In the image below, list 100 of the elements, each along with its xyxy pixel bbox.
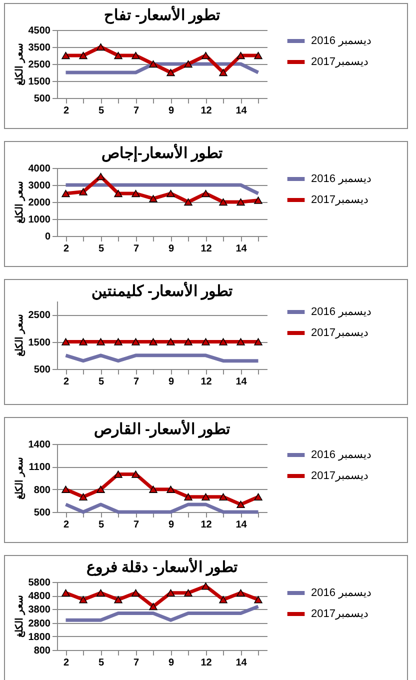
y-tick-label: 1400	[28, 440, 51, 450]
point	[79, 52, 88, 60]
point	[96, 589, 105, 596]
point	[79, 493, 88, 500]
point	[114, 470, 122, 478]
x-tick-label: 14	[236, 244, 248, 254]
legend-label: ديسمبر 2016	[311, 306, 372, 318]
y-tick-label: 2800	[28, 618, 51, 630]
y-tick-label: 3800	[28, 604, 51, 616]
point	[236, 500, 245, 508]
legend-label: ديسمبر 2016	[311, 449, 372, 461]
point	[202, 582, 210, 590]
x-tick-label: 2	[63, 658, 70, 668]
x-tick-label: 5	[98, 376, 104, 388]
point	[132, 190, 140, 198]
x-tick-label: 5	[98, 244, 104, 254]
x-tick-label: 9	[168, 244, 174, 254]
point	[202, 190, 210, 198]
x-tick-label: 2	[63, 244, 70, 254]
x-tick-label: 12	[200, 658, 212, 668]
point	[184, 589, 192, 596]
x-tick-label: 7	[133, 520, 140, 530]
point	[96, 43, 105, 51]
y-tick-label: 500	[34, 94, 51, 104]
x-tick-label: 12	[200, 520, 212, 530]
x-tick-label: 9	[168, 520, 174, 530]
y-tick-label: 500	[34, 364, 51, 376]
y-axis-title: سعر الكلغ	[14, 182, 26, 224]
point	[166, 190, 175, 198]
x-tick-label: 5	[98, 520, 104, 530]
y-tick-label: 1500	[28, 337, 51, 348]
y-axis-title: سعر الكلغ	[14, 314, 26, 356]
x-tick-label: 7	[133, 106, 140, 116]
point	[62, 190, 70, 198]
point	[166, 486, 175, 493]
point	[114, 52, 122, 60]
point	[202, 52, 210, 60]
x-tick-label: 9	[168, 106, 174, 116]
y-tick-label: 4500	[28, 26, 51, 36]
y-tick-label: 2500	[28, 60, 51, 70]
point	[236, 589, 245, 596]
point	[132, 52, 140, 60]
point	[254, 196, 262, 204]
x-tick-label: 14	[236, 376, 248, 388]
point	[254, 52, 262, 60]
y-tick-label: 800	[34, 646, 51, 656]
point	[114, 596, 122, 604]
point	[149, 486, 158, 493]
y-tick-label: 3500	[28, 42, 51, 54]
point	[149, 194, 158, 202]
point	[79, 188, 88, 196]
point	[219, 198, 228, 206]
x-tick-label: 7	[133, 376, 140, 388]
point	[62, 589, 70, 596]
y-axis-title: سعر الكلغ	[14, 596, 26, 638]
legend-label: ديسمبر2017	[311, 327, 368, 339]
point	[96, 486, 105, 493]
legend-label: ديسمبر2017	[311, 56, 368, 68]
chart-title: تطور الأسعار- دقلة فروع	[86, 557, 238, 576]
point	[236, 198, 245, 206]
point	[219, 596, 228, 604]
point	[62, 52, 70, 60]
x-tick-label: 5	[98, 106, 104, 116]
y-tick-label: 1100	[28, 462, 51, 474]
legend-label: ديسمبر2017	[311, 608, 368, 620]
chart-title: تطور الأسعار- تفاح	[104, 5, 220, 24]
point	[202, 493, 210, 500]
point	[254, 596, 262, 604]
point	[166, 68, 175, 76]
y-tick-label: 500	[34, 508, 51, 518]
y-tick-label: 1500	[28, 76, 51, 88]
y-tick-label: 1800	[28, 632, 51, 643]
x-tick-label: 2	[63, 106, 70, 116]
point	[132, 470, 140, 478]
x-tick-label: 7	[133, 658, 140, 668]
point	[184, 198, 192, 206]
point	[79, 596, 88, 604]
y-tick-label: 4800	[28, 591, 51, 602]
x-tick-label: 2	[63, 376, 70, 388]
x-tick-label: 14	[236, 106, 248, 116]
point	[236, 52, 245, 60]
legend-label: ديسمبر2017	[311, 470, 368, 482]
point	[114, 190, 122, 198]
y-tick-label: 0	[44, 232, 51, 242]
x-tick-label: 14	[236, 658, 248, 668]
y-tick-label: 800	[34, 484, 51, 496]
point	[184, 493, 192, 500]
y-tick-label: 2000	[28, 198, 51, 208]
y-tick-label: 1000	[28, 214, 51, 226]
point	[219, 68, 228, 76]
x-tick-label: 2	[63, 520, 70, 530]
chart-title: تطور الأسعار- القارص	[94, 419, 230, 438]
x-tick-label: 12	[200, 376, 212, 388]
y-tick-label: 3000	[28, 180, 51, 192]
y-tick-label: 4000	[28, 164, 51, 174]
legend-label: ديسمبر 2016	[311, 35, 372, 47]
point	[96, 172, 105, 180]
x-tick-label: 12	[200, 244, 212, 254]
y-axis-title: سعر الكلغ	[14, 458, 26, 500]
y-axis-title: سعر الكلغ	[14, 44, 26, 86]
